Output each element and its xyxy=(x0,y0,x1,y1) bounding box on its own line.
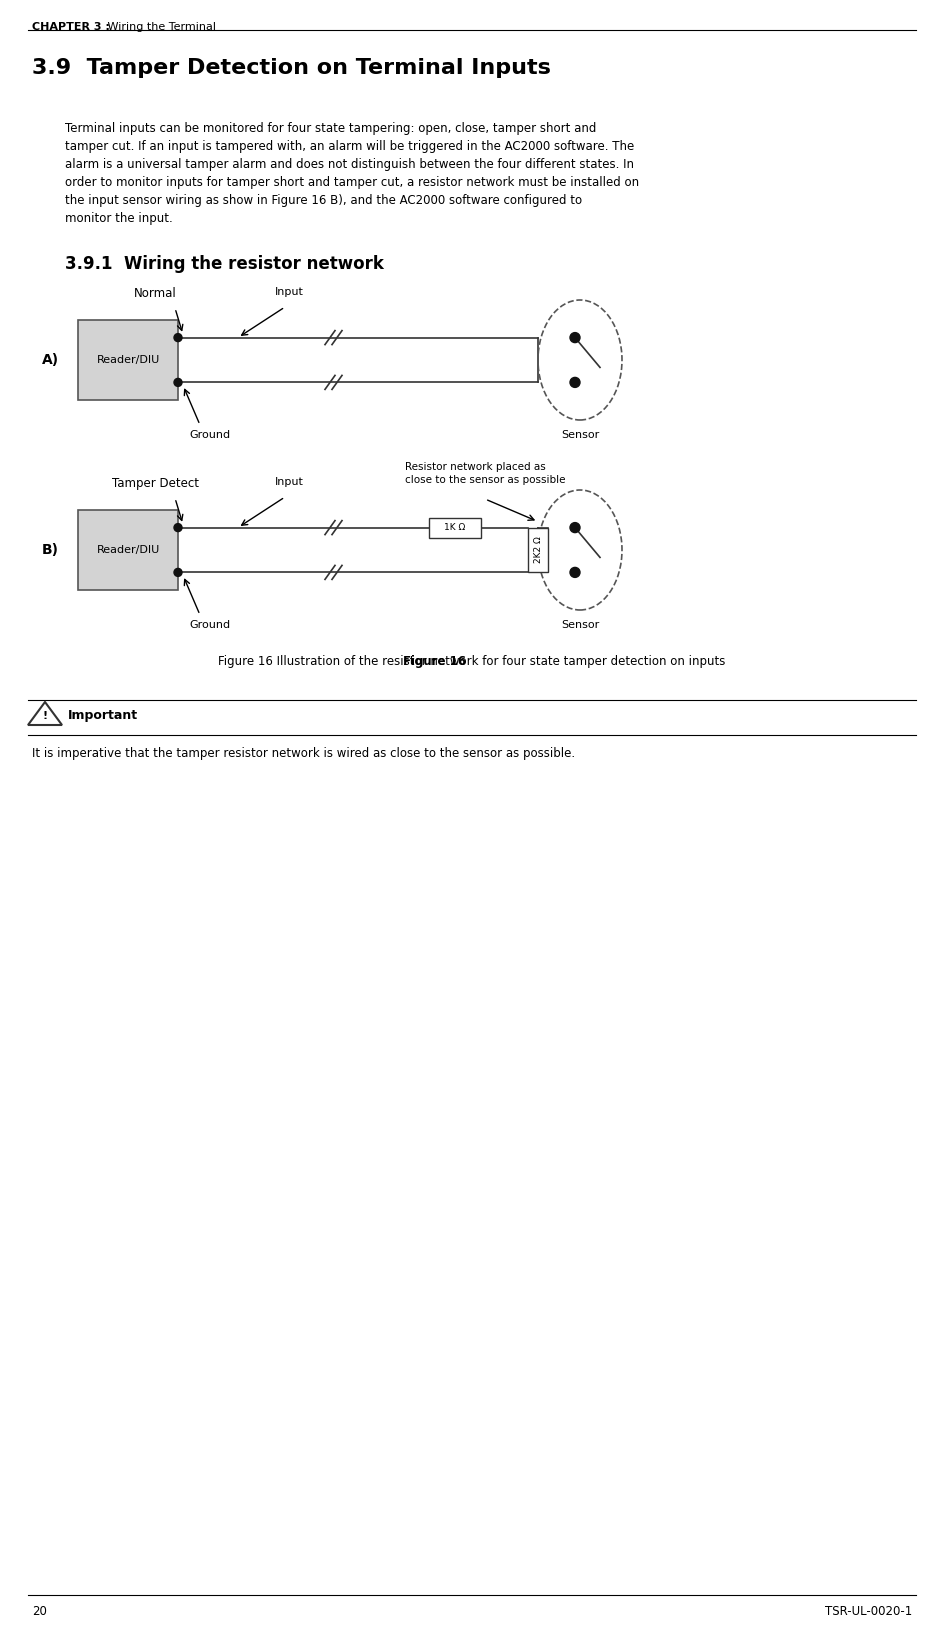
Text: Tamper Detect: Tamper Detect xyxy=(111,478,198,491)
FancyBboxPatch shape xyxy=(78,510,178,590)
Text: !: ! xyxy=(42,712,47,722)
Text: Sensor: Sensor xyxy=(561,431,599,440)
Circle shape xyxy=(174,523,182,531)
Text: 1K Ω: 1K Ω xyxy=(445,523,465,531)
Text: B): B) xyxy=(42,543,59,557)
Circle shape xyxy=(174,379,182,387)
Text: A): A) xyxy=(42,353,59,367)
Text: CHAPTER 3 :: CHAPTER 3 : xyxy=(32,23,110,32)
Text: TSR-UL-0020-1: TSR-UL-0020-1 xyxy=(825,1606,912,1618)
Text: 20: 20 xyxy=(32,1606,47,1618)
Circle shape xyxy=(174,333,182,341)
Text: Ground: Ground xyxy=(190,621,230,630)
Text: 2K2 Ω: 2K2 Ω xyxy=(533,536,543,564)
Text: Sensor: Sensor xyxy=(561,621,599,630)
Circle shape xyxy=(570,333,580,343)
Circle shape xyxy=(570,567,580,577)
Text: Input: Input xyxy=(275,288,304,297)
Text: Input: Input xyxy=(275,478,304,488)
Text: Wiring the Terminal: Wiring the Terminal xyxy=(104,23,216,32)
FancyBboxPatch shape xyxy=(78,320,178,400)
Text: Terminal inputs can be monitored for four state tampering: open, close, tamper s: Terminal inputs can be monitored for fou… xyxy=(65,122,639,224)
Bar xyxy=(528,528,548,572)
Text: Important: Important xyxy=(68,708,138,722)
Text: Normal: Normal xyxy=(134,288,177,301)
Text: Reader/DIU: Reader/DIU xyxy=(96,544,160,556)
Circle shape xyxy=(570,523,580,533)
Text: Ground: Ground xyxy=(190,431,230,440)
Text: It is imperative that the tamper resistor network is wired as close to the senso: It is imperative that the tamper resisto… xyxy=(32,748,575,760)
Text: Figure 16: Figure 16 xyxy=(403,655,470,668)
Text: 3.9  Tamper Detection on Terminal Inputs: 3.9 Tamper Detection on Terminal Inputs xyxy=(32,58,551,78)
Text: Resistor network placed as
close to the sensor as possible: Resistor network placed as close to the … xyxy=(405,461,565,484)
Text: 3.9.1  Wiring the resistor network: 3.9.1 Wiring the resistor network xyxy=(65,255,384,273)
Text: Reader/DIU: Reader/DIU xyxy=(96,354,160,366)
Circle shape xyxy=(570,377,580,387)
Circle shape xyxy=(174,569,182,577)
Text: Figure 16 Illustration of the resistor network for four state tamper detection o: Figure 16 Illustration of the resistor n… xyxy=(218,655,726,668)
Bar xyxy=(429,518,481,538)
